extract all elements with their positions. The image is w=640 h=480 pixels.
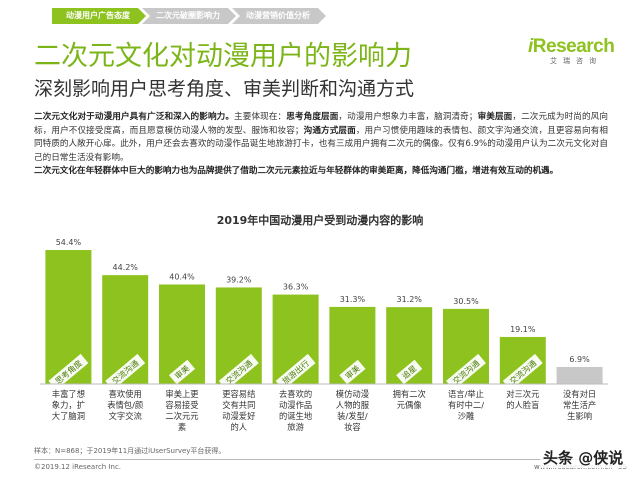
paragraph-1-run-7: ，用户习惯使用趣味的表情包、颜文字沟通交流，且更容易向有相同特质的人敞开心扉。此… xyxy=(34,125,608,163)
tag-bg-5 xyxy=(339,359,366,385)
category-label-2-3: 素 xyxy=(178,422,186,432)
category-label-3-3: 的人 xyxy=(230,422,247,432)
iresearch-logo: iResearch 艾瑞咨询 xyxy=(528,36,618,66)
category-label-2-0: 审美上更 xyxy=(165,389,199,399)
category-label-7-1: 有时中二/ xyxy=(448,400,484,410)
paragraph-1: 二次元文化对于动漫用户具有广泛和深入的影响力。主要体现在：思考角度层面，动漫用户… xyxy=(34,111,608,165)
paragraph-1-run-0: 二次元文化对于动漫用户具有广泛和深入的影响力。 xyxy=(34,112,235,122)
value-label-4: 36.3% xyxy=(283,283,309,292)
category-label-5-3: 妆容 xyxy=(344,422,361,432)
copyright: ©2019.12 iResearch Inc. xyxy=(34,463,122,471)
category-label-1-1: 表情包/颜 xyxy=(107,400,143,410)
category-label-6-0: 拥有二次 xyxy=(393,389,426,399)
category-label-3-2: 动漫爱好 xyxy=(222,411,255,421)
category-label-0-0: 丰富了想 xyxy=(52,389,85,399)
category-label-7-0: 语言/举止 xyxy=(448,389,484,399)
paragraph-1-run-4: 审美层面 xyxy=(477,112,513,122)
paragraph-1-run-5: ，二次元成为时尚的风向标，用户不仅接受度高，而且愿意模仿动漫人物的发型、服饰和妆… xyxy=(34,112,608,136)
page-subtitle: 深刻影响用户思考角度、审美判断和沟通方式 xyxy=(34,78,415,100)
bar-9 xyxy=(556,367,603,384)
category-label-0-2: 大了脑洞 xyxy=(52,411,85,421)
body-text: 二次元文化对于动漫用户具有广泛和深入的影响力。主要体现在：思考角度层面，动漫用户… xyxy=(34,111,608,179)
footer-divider xyxy=(34,459,608,460)
category-label-0-1: 象力，扩 xyxy=(52,400,85,410)
tag-bg-0 xyxy=(48,353,89,391)
tab-ad-attitude[interactable]: 动漫用户广告态度 xyxy=(52,8,146,24)
tab-breakout-influence[interactable]: 二次元破圈影响力 xyxy=(142,8,236,24)
tag-bg-2 xyxy=(168,359,196,385)
tag-bg-4 xyxy=(275,353,316,391)
paragraph-2-text: 二次元文化在年轻群体中巨大的影响力也为品牌提供了借助二次元元素拉近与年轻群体的审… xyxy=(34,166,559,177)
category-label-6-1: 元偶像 xyxy=(397,400,423,410)
category-label-5-1: 人物的服 xyxy=(336,400,370,410)
category-label-5-0: 模仿动漫 xyxy=(336,389,369,399)
category-label-9-0: 没有对日 xyxy=(563,389,596,399)
category-label-5-2: 装/发型/ xyxy=(337,411,368,421)
value-label-1: 44.2% xyxy=(112,263,138,272)
paragraph-1-run-1: 主要体现在： xyxy=(234,112,287,122)
paragraph-1-run-2: 思考角度层面 xyxy=(286,112,339,122)
category-label-1-2: 文字交流 xyxy=(109,411,142,421)
category-label-2-1: 容易接受 xyxy=(165,400,198,410)
sample-note: 样本：N=868；于2019年11月通过iUserSurvey平台获得。 xyxy=(34,447,226,455)
tag-bg-8 xyxy=(502,353,543,391)
tag-bg-7 xyxy=(446,353,486,391)
category-label-1-0: 喜欢使用 xyxy=(109,389,142,399)
logo-brand: iResearch xyxy=(528,36,618,58)
category-label-3-1: 交有共同 xyxy=(222,400,255,410)
tab-marketing-value[interactable]: 动漫营销价值分析 xyxy=(232,8,326,24)
category-label-4-2: 的诞生地 xyxy=(279,411,312,421)
value-label-3: 39.2% xyxy=(226,275,252,284)
tag-bg-1 xyxy=(105,353,146,391)
category-label-4-0: 去喜欢的 xyxy=(279,389,312,399)
paragraph-1-run-3: ，动漫用户想象力丰富，脑洞清奇； xyxy=(338,112,478,122)
category-label-3-0: 更容易结 xyxy=(222,389,255,399)
page-title: 二次元文化对动漫用户的影响力 xyxy=(34,41,412,72)
category-label-8-1: 的人脸盲 xyxy=(506,400,539,410)
logo-sub: 艾瑞咨询 xyxy=(550,57,602,65)
category-label-4-3: 旅游 xyxy=(287,422,304,432)
value-label-6: 31.2% xyxy=(396,295,422,304)
category-label-7-2: 沙雕 xyxy=(458,411,475,421)
tag-bg-3 xyxy=(218,353,259,391)
category-label-4-1: 动漫作品 xyxy=(279,400,312,410)
section-tabs: 动漫用户广告态度 二次元破圈影响力 动漫营销价值分析 xyxy=(52,8,322,24)
tag-bg-6 xyxy=(396,359,423,385)
category-label-2-2: 二次元元 xyxy=(165,411,198,421)
watermark: 头条 @侠说 xyxy=(540,447,627,468)
category-label-9-2: 生影响 xyxy=(567,411,592,421)
value-label-8: 19.1% xyxy=(510,325,536,334)
logo-brand-i: i xyxy=(528,36,533,57)
paragraph-1-run-6: 沟通方式层面 xyxy=(303,125,356,136)
chart-title: 2019年中国动漫用户受到动漫内容的影响 xyxy=(216,214,424,227)
logo-brand-rest: Research xyxy=(532,36,615,57)
category-label-9-1: 常生活产 xyxy=(563,400,596,410)
value-label-0: 54.4% xyxy=(56,238,82,247)
value-label-7: 30.5% xyxy=(453,297,479,306)
category-label-8-0: 对三次元 xyxy=(506,389,539,399)
value-label-9: 6.9% xyxy=(569,355,590,364)
value-label-5: 31.3% xyxy=(340,295,366,304)
paragraph-2: 二次元文化在年轻群体中巨大的影响力也为品牌提供了借助二次元元素拉近与年轻群体的审… xyxy=(34,165,608,179)
value-label-2: 40.4% xyxy=(169,272,195,281)
